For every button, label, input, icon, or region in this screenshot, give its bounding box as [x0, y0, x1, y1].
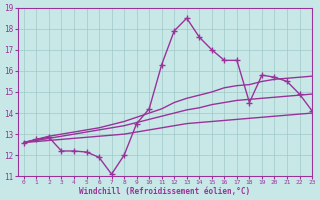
X-axis label: Windchill (Refroidissement éolien,°C): Windchill (Refroidissement éolien,°C): [79, 187, 250, 196]
